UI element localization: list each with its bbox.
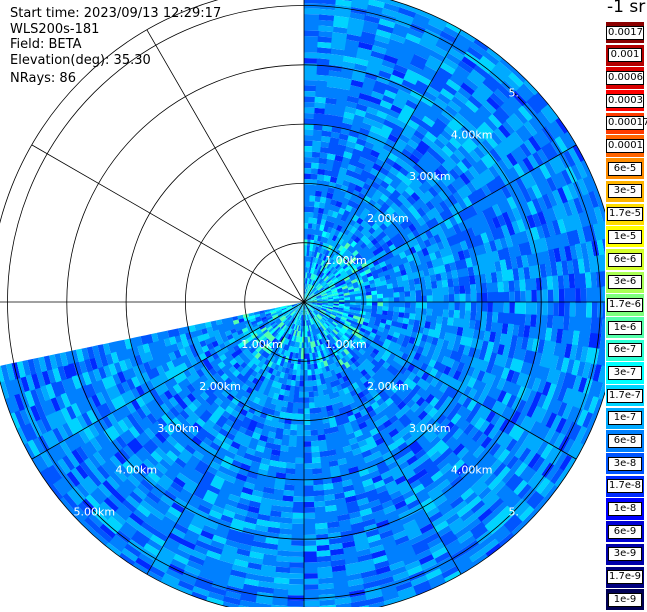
- legend-swatch: 6e-6: [606, 248, 644, 271]
- legend-swatch: 6e-7: [606, 339, 644, 361]
- legend-swatch: 3e-6: [606, 271, 644, 293]
- legend-swatch: 6e-8: [606, 430, 644, 452]
- legend-swatch: 1e-8: [606, 498, 644, 520]
- azimuth-spoke: [303, 301, 462, 575]
- legend-label: 1e-8: [608, 502, 642, 517]
- legend-swatch: 1.7e-7: [606, 385, 644, 407]
- range-label: 1.00km: [325, 254, 367, 267]
- legend-swatch: 0.001: [606, 44, 644, 66]
- legend-swatch: 1e-6: [606, 316, 644, 339]
- range-label: 2.00km: [367, 380, 409, 393]
- backscatter-cells: [0, 0, 605, 607]
- azimuth-spoke: [31, 144, 305, 303]
- instrument-text: WLS200s-181: [10, 22, 100, 37]
- legend-swatch: 0.0017: [606, 22, 644, 44]
- elevation-text: Elevation(deg): 35.30: [10, 53, 151, 68]
- legend-label: 6e-5: [608, 161, 642, 176]
- legend-swatch: 3e-9: [606, 543, 644, 566]
- legend-label: 1e-7: [608, 411, 642, 426]
- backscatter-cell-group: [233, 242, 383, 369]
- legend-swatch: 1.7e-8: [606, 475, 644, 498]
- range-label: 4.00km: [116, 464, 158, 477]
- legend-swatch: 0.0003: [606, 90, 644, 112]
- legend-label: 0.0001: [606, 139, 644, 154]
- legend-label: 6e-7: [608, 343, 642, 358]
- legend-label: 1.7e-8: [606, 479, 644, 494]
- legend-label: 1.7e-9: [606, 570, 644, 585]
- legend-label: 0.0006: [606, 71, 644, 86]
- azimuth-spokes: [0, 0, 605, 607]
- backscatter-cell-group: [237, 224, 383, 376]
- azimuth-spoke: [303, 301, 577, 460]
- range-label: 3.00km: [409, 422, 451, 435]
- range-label: 1.00km: [241, 338, 283, 351]
- legend-swatch: 1e-9: [606, 589, 644, 611]
- legend-label: 0.00017: [606, 116, 647, 131]
- legend-swatch: 6e-5: [606, 158, 644, 180]
- range-label: 1.00km: [325, 338, 367, 351]
- range-label: 2.00km: [367, 212, 409, 225]
- range-label: 3.00km: [157, 422, 199, 435]
- range-label: 4.00km: [451, 128, 493, 141]
- backscatter-cell-group: [0, 0, 605, 607]
- legend-label: 1e-6: [608, 320, 642, 335]
- start-time-text: Start time: 2023/09/13 12:29:17: [10, 6, 222, 21]
- legend-label: 3e-6: [608, 275, 642, 290]
- legend-label: 3e-9: [608, 547, 642, 562]
- range-labels: 1.00km 2.00km 3.00km 4.00km 5. 1.00km 2.00km 3.…: [74, 86, 519, 518]
- legend-swatch: 1e-7: [606, 407, 644, 429]
- range-label: 5.: [508, 86, 519, 99]
- legend-label: 0.0017: [606, 25, 644, 40]
- legend-label: 0.001: [608, 48, 642, 63]
- legend-swatch: 3e-5: [606, 180, 644, 203]
- ppi-scan-plot: 1.00km 2.00km 3.00km 4.00km 5. 1.00km 2.00km 3.…: [0, 0, 605, 607]
- legend-swatch: 1.7e-9: [606, 566, 644, 588]
- backscatter-cell-group: [0, 0, 605, 607]
- legend-label: 1.7e-6: [606, 297, 644, 312]
- azimuth-spoke: [146, 301, 305, 575]
- azimuth-spoke: [146, 29, 305, 303]
- range-label: 5.: [508, 506, 519, 519]
- azimuth-spoke: [31, 301, 305, 460]
- legend-swatch: 0.0001: [606, 135, 644, 157]
- legend-label: 1.7e-5: [606, 207, 644, 222]
- legend-swatch: 1.7e-5: [606, 203, 644, 225]
- field-text: Field: BETA: [10, 37, 82, 52]
- legend-swatch: 6e-9: [606, 521, 644, 543]
- legend-label: 3e-5: [608, 184, 642, 199]
- color-legend: 0.0017 0.001 0.0006 0.0003 0.00017 0.0001 6e-5…: [606, 22, 647, 612]
- range-label: 3.00km: [409, 170, 451, 183]
- legend-swatch: 3e-8: [606, 453, 644, 475]
- legend-label: 1e-9: [608, 592, 642, 607]
- legend-swatch: 1.7e-6: [606, 294, 644, 316]
- legend-label: 3e-8: [608, 456, 642, 471]
- legend-swatch: 3e-7: [606, 362, 644, 384]
- azimuth-spoke: [303, 29, 462, 303]
- range-label: 2.00km: [199, 380, 241, 393]
- legend-swatch: 1e-5: [606, 226, 644, 248]
- legend-label: 1e-5: [608, 229, 642, 244]
- azimuth-spoke: [303, 144, 577, 303]
- legend-swatch: 0.00017: [606, 112, 647, 135]
- range-label: 4.00km: [451, 464, 493, 477]
- nrays-text: NRays: 86: [10, 71, 76, 86]
- legend-label: 6e-9: [608, 524, 642, 539]
- legend-label: 3e-7: [608, 365, 642, 380]
- legend-label: 6e-8: [608, 434, 642, 449]
- range-label: 5.00km: [74, 506, 116, 519]
- legend-unit: -1 sr: [607, 0, 646, 17]
- legend-label: 0.0003: [606, 93, 644, 108]
- legend-label: 1.7e-7: [606, 388, 644, 403]
- legend-label: 6e-6: [608, 252, 642, 267]
- legend-swatch: 0.0006: [606, 67, 644, 89]
